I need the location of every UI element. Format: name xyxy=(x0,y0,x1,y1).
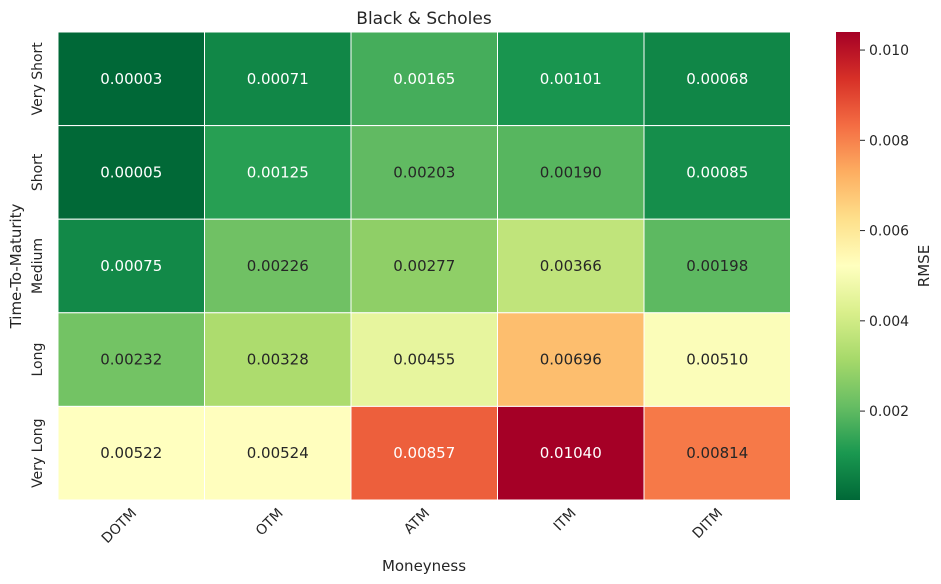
heatmap-cell xyxy=(204,405,352,501)
colorbar-tick-label: 0.004 xyxy=(869,314,909,330)
cell-value-label: 0.00814 xyxy=(686,444,748,462)
heatmap-cell xyxy=(497,31,645,127)
y-tick-label: Very Short xyxy=(30,42,46,116)
colorbar-ticks: 0.002 0.004 0.006 0.008 0.010 xyxy=(860,43,909,420)
x-tick-label: ATM xyxy=(401,506,433,538)
heatmap-cell xyxy=(497,218,645,314)
heatmap-cell xyxy=(643,125,791,220)
heatmap-cell xyxy=(643,31,791,127)
cell-value-label: 0.00366 xyxy=(540,257,602,275)
cell-value-label: 0.00696 xyxy=(540,351,602,369)
colorbar-label: RMSE xyxy=(915,245,933,287)
cell-value-label: 0.00085 xyxy=(686,163,748,181)
y-tick-label: Very Long xyxy=(30,418,46,487)
cell-value-label: 0.00455 xyxy=(393,351,455,369)
cell-value-label: 0.00075 xyxy=(100,257,162,275)
colorbar xyxy=(836,32,860,500)
cell-value-label: 0.00101 xyxy=(540,70,602,88)
cell-value-label: 0.00226 xyxy=(247,257,309,275)
heatmap-cell xyxy=(350,405,498,501)
heatmap-cells: 0.00003 0.00071 0.00165 0.00101 0.00068 0.000… xyxy=(57,31,791,501)
colorbar-tick-label: 0.010 xyxy=(869,43,909,59)
y-tick-label: Short xyxy=(30,153,46,191)
x-axis-label: Moneyness xyxy=(382,557,466,575)
cell-value-label: 0.00232 xyxy=(100,351,162,369)
x-tick-label: ITM xyxy=(551,506,580,535)
cell-value-label: 0.01040 xyxy=(540,444,602,462)
colorbar-tick-label: 0.002 xyxy=(869,404,909,420)
cell-value-label: 0.00190 xyxy=(540,163,602,181)
heatmap-cell xyxy=(350,312,498,407)
cell-value-label: 0.00005 xyxy=(100,163,162,181)
colorbar-tick-label: 0.008 xyxy=(869,133,909,149)
heatmap-cell xyxy=(57,31,205,127)
heatmap-cell xyxy=(350,218,498,314)
cell-value-label: 0.00277 xyxy=(393,257,455,275)
y-tick-label: Long xyxy=(30,343,46,377)
heatmap-cell xyxy=(204,312,352,407)
colorbar-tick-label: 0.006 xyxy=(869,224,909,240)
x-tick-label: OTM xyxy=(253,506,287,540)
cell-value-label: 0.00522 xyxy=(100,444,162,462)
heatmap-cell xyxy=(204,31,352,127)
y-axis-ticks: Very Short Short Medium Long Very Long xyxy=(30,42,46,488)
cell-value-label: 0.00857 xyxy=(393,444,455,462)
cell-value-label: 0.00165 xyxy=(393,70,455,88)
cell-value-label: 0.00068 xyxy=(686,70,748,88)
cell-value-label: 0.00071 xyxy=(247,70,309,88)
heatmap-cell xyxy=(643,405,791,501)
cell-value-label: 0.00125 xyxy=(247,163,309,181)
cell-value-label: 0.00328 xyxy=(247,351,309,369)
heatmap-cell xyxy=(57,312,205,407)
cell-value-label: 0.00524 xyxy=(247,444,309,462)
heatmap-cell xyxy=(350,125,498,220)
x-axis-ticks: DOTM OTM ATM ITM DITM xyxy=(99,506,726,547)
cell-value-label: 0.00198 xyxy=(686,257,748,275)
heatmap-cell xyxy=(57,125,205,220)
chart-title: Black & Scholes xyxy=(356,9,492,29)
heatmap-cell xyxy=(643,218,791,314)
y-tick-label: Medium xyxy=(30,238,46,294)
cell-value-label: 0.00003 xyxy=(100,70,162,88)
heatmap-cell xyxy=(497,312,645,407)
heatmap-cell xyxy=(57,405,205,501)
heatmap-cell xyxy=(204,218,352,314)
cell-value-label: 0.00203 xyxy=(393,163,455,181)
cell-value-label: 0.00510 xyxy=(686,351,748,369)
heatmap-cell xyxy=(350,31,498,127)
heatmap-cell xyxy=(643,312,791,407)
y-axis-label: Time-To-Maturity xyxy=(7,203,25,329)
x-tick-label: DOTM xyxy=(99,506,140,547)
x-tick-label: DITM xyxy=(690,506,726,542)
